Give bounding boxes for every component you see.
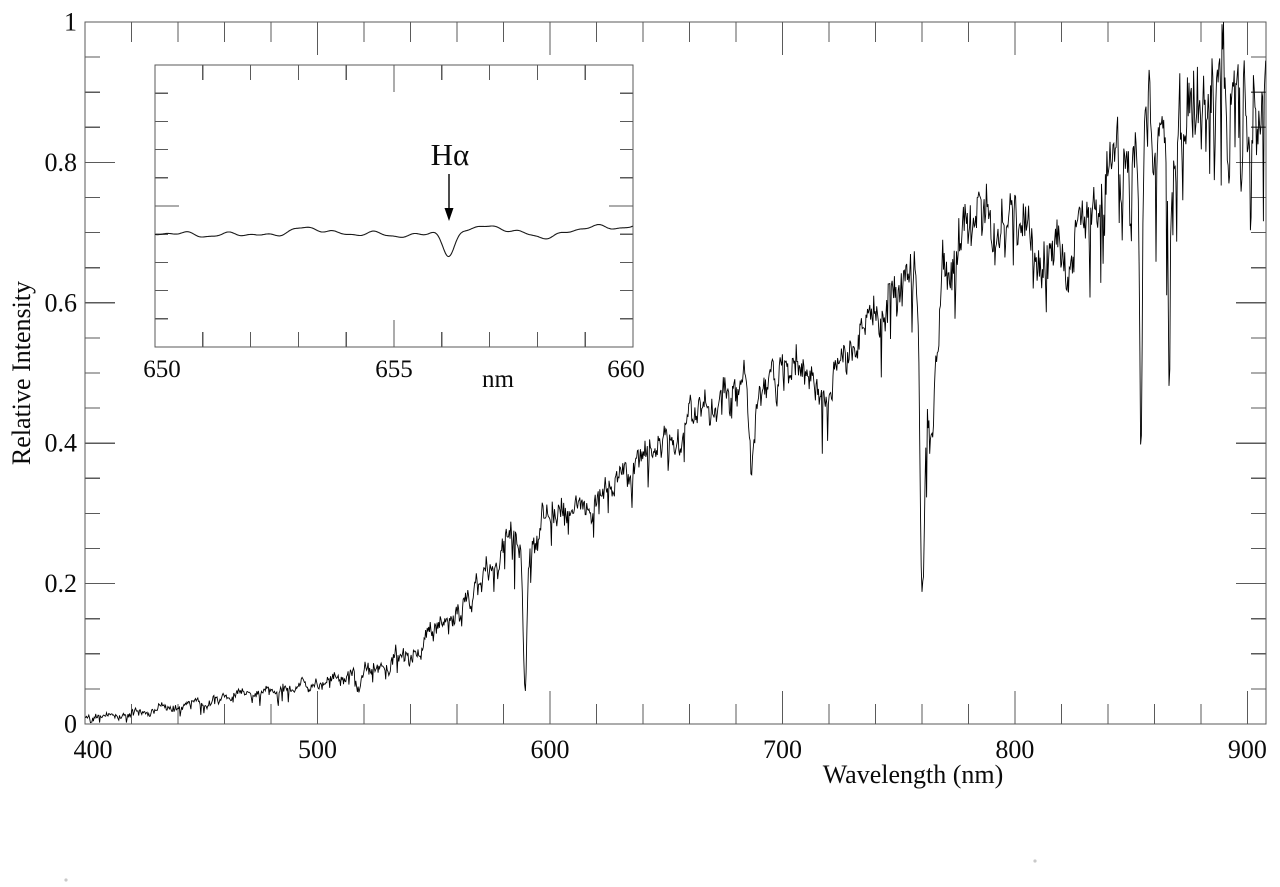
y-tick-label: 0.2	[45, 569, 78, 598]
inset-x-tick-label: 650	[143, 356, 181, 383]
y-tick-label: 0.6	[45, 288, 78, 317]
spectrum-curve	[85, 22, 1266, 724]
y-tick-label: 0.4	[45, 429, 78, 458]
y-tick-label: 1	[64, 8, 77, 37]
speck	[1033, 859, 1037, 863]
x-tick-label: 800	[995, 735, 1034, 764]
y-axis-title: Relative Intensity	[7, 281, 36, 465]
halpha-annotation: Hα	[431, 137, 470, 172]
inset-x-axis-title: nm	[482, 366, 515, 393]
x-tick-label: 700	[763, 735, 802, 764]
x-tick-label: 400	[74, 735, 113, 764]
main-plot-box	[84, 21, 1267, 725]
inset-x-tick-label: 655	[375, 356, 413, 383]
main-axes: 400 500 600 700 800 900 0 0.2 0.4 0.6 0.8 1	[45, 8, 1267, 765]
halpha-arrow	[444, 174, 454, 221]
speck	[64, 878, 68, 882]
inset-plot-box	[154, 64, 634, 348]
x-axis-title: Wavelength (nm)	[823, 760, 1004, 789]
scan-specks	[64, 859, 1037, 882]
x-tick-label: 900	[1228, 735, 1267, 764]
inset-x-tick-label: 660	[607, 356, 645, 383]
inset-halpha-curve	[155, 223, 633, 258]
x-tick-label: 500	[298, 735, 337, 764]
y-tick-label: 0	[64, 710, 77, 739]
inset-axes: 650 655 660	[143, 64, 645, 383]
y-tick-label: 0.8	[45, 148, 78, 177]
x-tick-label: 600	[530, 735, 569, 764]
